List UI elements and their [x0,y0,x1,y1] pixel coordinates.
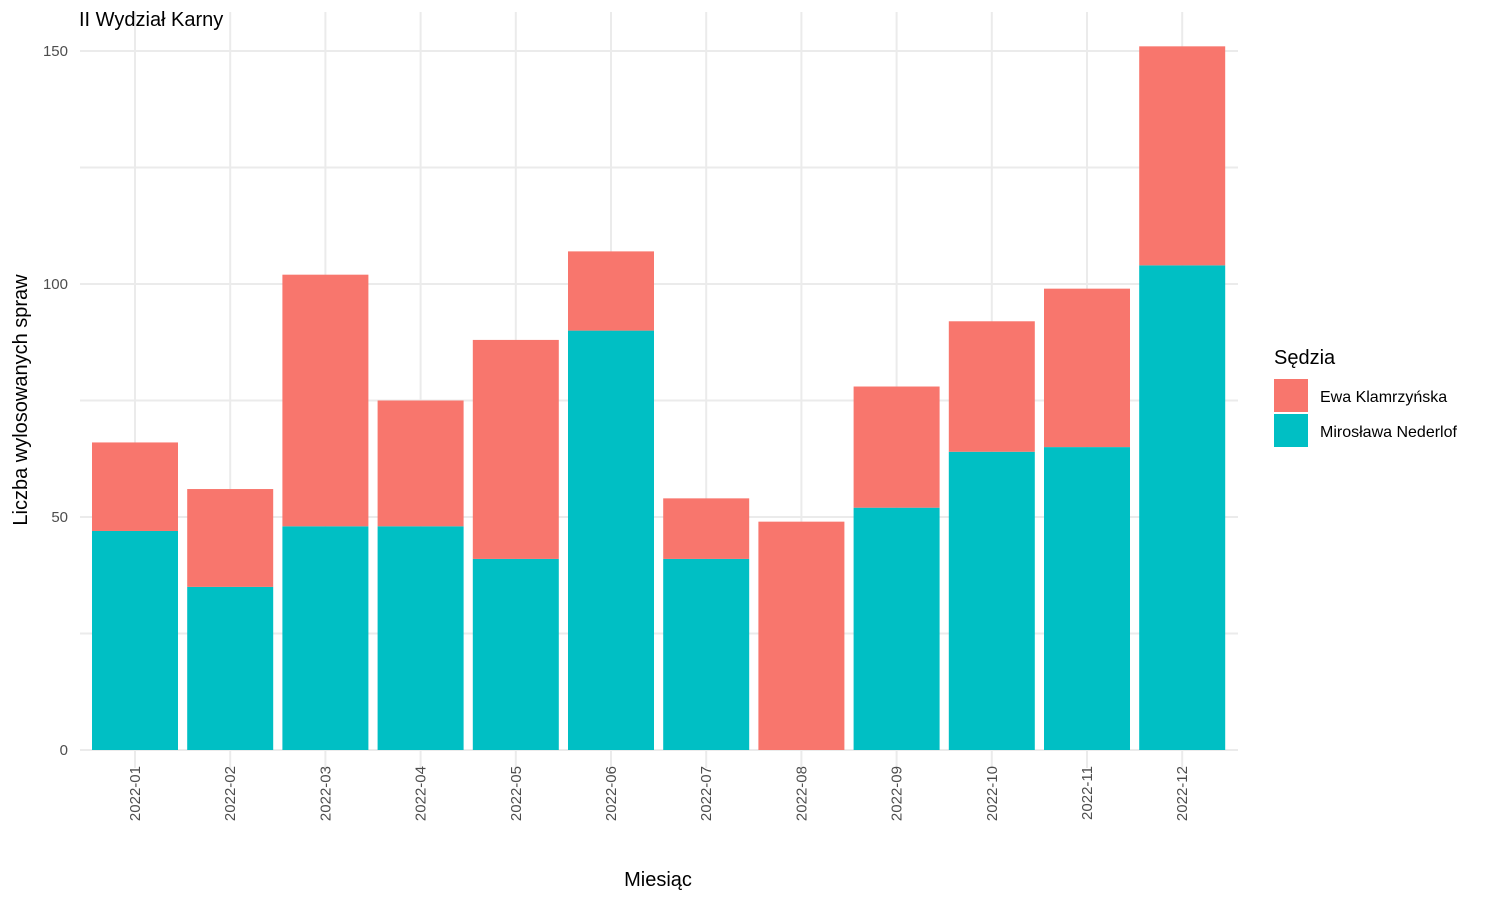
bar-segment-nederlof-2022-01 [92,530,178,750]
bar-segment-klamrzynska-2022-11 [1044,288,1130,448]
bar-segment-klamrzynska-2022-02 [187,489,274,587]
bar-segment-nederlof-2022-10 [948,451,1035,750]
bar-segment-nederlof-2022-05 [472,558,559,750]
y-axis-title: Liczba wylosowanych spraw [10,274,32,526]
x-axis-title: Miesiąc [624,869,692,891]
bar-segment-klamrzynska-2022-04 [377,400,464,527]
legend-label: Mirosława Nederlof [1320,424,1457,441]
y-tick-label: 0 [60,742,68,759]
bar-segment-nederlof-2022-09 [853,507,940,750]
bar-segment-nederlof-2022-04 [377,526,464,750]
x-tick-label: 2022-04 [413,766,430,821]
bar-segment-nederlof-2022-06 [568,330,654,750]
x-tick-label: 2022-02 [222,766,239,821]
bar-segment-klamrzynska-2022-03 [282,274,369,527]
x-tick-label: 2022-09 [889,766,906,821]
bar-segment-nederlof-2022-11 [1044,447,1130,750]
bar-segment-klamrzynska-2022-07 [663,498,750,559]
x-tick-label: 2022-05 [508,766,525,821]
bar-segment-klamrzynska-2022-01 [92,442,178,531]
x-tick-label: 2022-12 [1174,766,1191,821]
x-tick-label: 2022-06 [603,766,620,821]
legend-title: Sędzia [1274,347,1336,369]
legend: Sędzia Ewa Klamrzyńska Mirosława Nederlof [1274,347,1457,447]
bar-segment-nederlof-2022-07 [663,558,750,750]
x-axis-ticks: 2022-01 2022-02 2022-03 2022-04 2022-05 2022-… [127,766,1191,821]
x-tick-label: 2022-08 [793,766,810,821]
x-tick-label: 2022-11 [1079,766,1096,820]
bar-segment-klamrzynska-2022-09 [853,386,940,508]
y-tick-label: 150 [43,43,68,60]
bars [92,46,1226,750]
bar-segment-klamrzynska-2022-05 [472,339,559,559]
bar-segment-klamrzynska-2022-06 [568,251,654,331]
legend-swatch [1274,379,1308,412]
y-tick-label: 50 [51,509,68,526]
bar-segment-nederlof-2022-03 [282,526,369,750]
x-tick-label: 2022-03 [317,766,334,821]
y-axis-ticks: 0 50 100 150 [43,43,68,759]
bar-segment-klamrzynska-2022-12 [1139,46,1226,266]
bar-segment-nederlof-2022-12 [1139,265,1226,750]
legend-label: Ewa Klamrzyńska [1320,389,1447,406]
x-tick-label: 2022-10 [984,766,1001,821]
bar-segment-nederlof-2022-02 [187,586,274,750]
x-tick-label: 2022-07 [698,766,715,821]
bar-segment-klamrzynska-2022-10 [948,321,1035,452]
legend-swatch [1274,414,1308,447]
bar-segment-klamrzynska-2022-08 [758,521,845,750]
chart-title: II Wydział Karny [79,9,223,31]
x-tick-label: 2022-01 [127,766,144,821]
y-tick-label: 100 [43,276,68,293]
